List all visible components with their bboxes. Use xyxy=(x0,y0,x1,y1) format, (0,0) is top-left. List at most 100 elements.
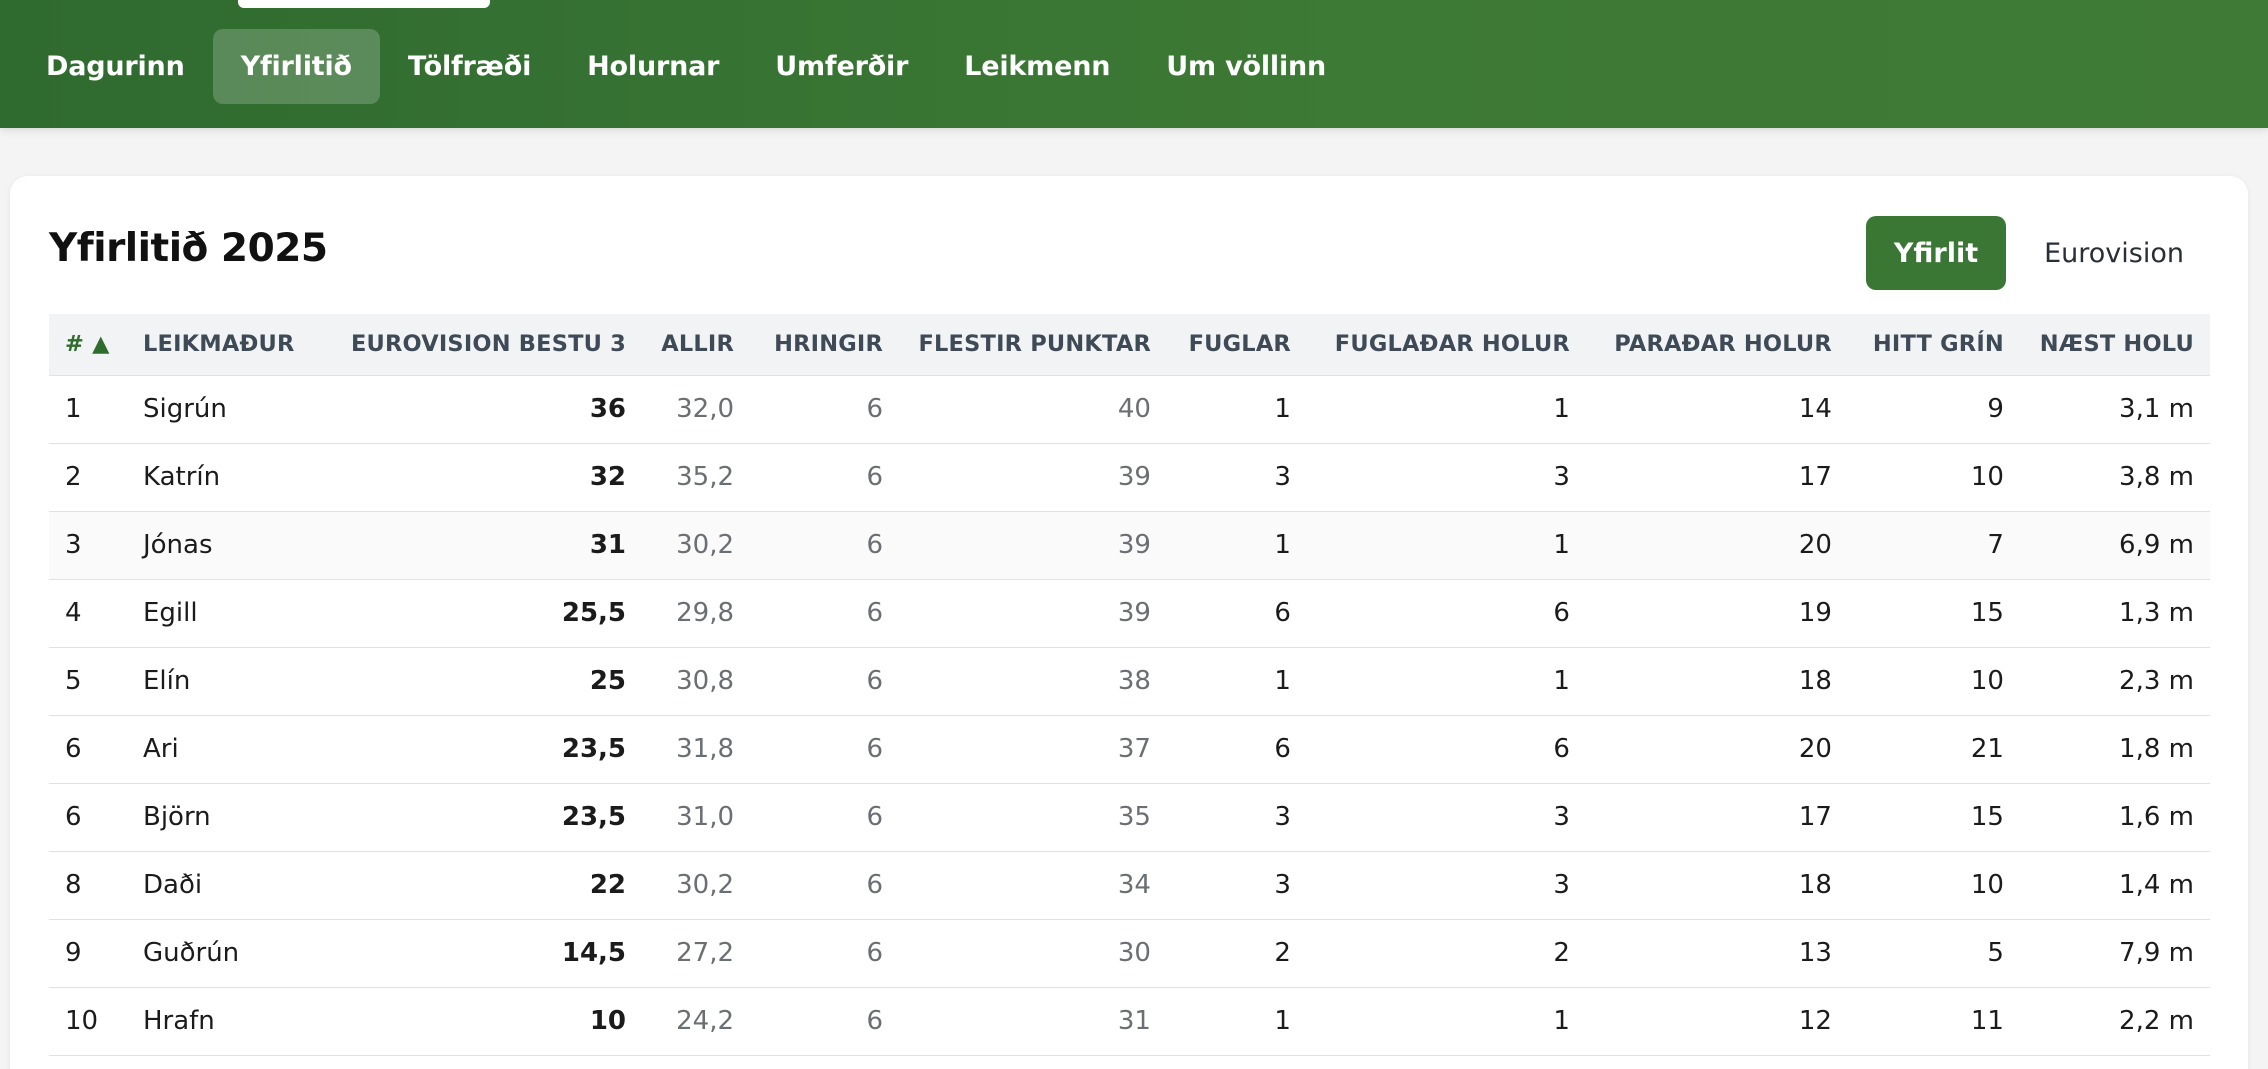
column-header-fuglar-holur[interactable]: Fuglaðar holur xyxy=(1334,331,1570,358)
cell-hringir: 6 xyxy=(750,850,899,919)
view-toggle: Yfirlit Eurovision xyxy=(1865,216,2212,290)
nav-item-yfirlitid[interactable]: Yfirlitið xyxy=(212,29,380,104)
cell-hitt-grin: 15 xyxy=(1847,578,2020,647)
table-row[interactable]: 6 Björn 23,5 31,0 6 35 3 3 17 15 1,6 m xyxy=(49,782,2210,851)
cell-hringir: 6 xyxy=(750,782,899,851)
cell-flestir-punktar: 35 xyxy=(899,782,1167,851)
cell-allir: 30,2 xyxy=(642,850,751,919)
column-header-flestir-punktar[interactable]: Flestir punktar xyxy=(918,331,1151,358)
cell-rank: 6 xyxy=(49,714,127,783)
cell-paradar-holur: 18 xyxy=(1585,850,1848,919)
nav-item-tolfraedi[interactable]: Tölfræði xyxy=(407,51,532,82)
cell-rank: 10 xyxy=(49,986,127,1056)
cell-paradar-holur: 17 xyxy=(1585,442,1848,511)
cell-paradar-holur: 17 xyxy=(1585,782,1848,851)
cell-paradar-holur: 19 xyxy=(1585,578,1848,647)
nav-item-leikmenn[interactable]: Leikmenn xyxy=(964,51,1111,82)
cell-rank: 8 xyxy=(49,850,127,919)
cell-naest-holu: 1,4 m xyxy=(2019,850,2210,919)
cell-hitt-grin: 7 xyxy=(1847,510,2020,579)
cell-allir: 29,8 xyxy=(642,578,751,647)
table-row[interactable]: 6 Ari 23,5 31,8 6 37 6 6 20 21 1,8 m xyxy=(49,714,2210,783)
cell-flestir-punktar: 39 xyxy=(899,510,1167,579)
cell-hitt-grin: 15 xyxy=(1847,782,2020,851)
cell-eurovision-best-3: 36 xyxy=(334,374,643,443)
cell-rank: 6 xyxy=(49,782,127,851)
nav-item-umferdir[interactable]: Umferðir xyxy=(775,51,909,82)
cell-fuglar-holur: 1 xyxy=(1306,510,1586,579)
column-header-allir[interactable]: Allir xyxy=(661,331,735,358)
cell-allir: 30,2 xyxy=(642,510,751,579)
cell-naest-holu: 1,6 m xyxy=(2019,782,2210,851)
cell-fuglar: 6 xyxy=(1166,714,1307,783)
cell-fuglar: 1 xyxy=(1166,986,1307,1056)
nav-item-holurnar[interactable]: Holurnar xyxy=(587,51,720,82)
cell-eurovision-best-3: 25,5 xyxy=(334,578,643,647)
column-header-hringir[interactable]: Hringir xyxy=(774,331,883,358)
cell-eurovision-best-3: 25 xyxy=(334,646,643,715)
cell-flestir-punktar: 39 xyxy=(899,442,1167,511)
cell-naest-holu: 6,9 m xyxy=(2019,510,2210,579)
cell-allir: 30,8 xyxy=(642,646,751,715)
cell-hringir: 6 xyxy=(750,374,899,443)
column-header-paradar-holur[interactable]: Paraðar holur xyxy=(1614,331,1832,358)
table-row[interactable]: 4 Egill 25,5 29,8 6 39 6 6 19 15 1,3 m xyxy=(49,578,2210,647)
cell-fuglar: 3 xyxy=(1166,782,1307,851)
page-title: Yfirlitið 2025 xyxy=(49,226,328,271)
column-header-naest-holu[interactable]: Næst holu xyxy=(2039,331,2194,358)
table-row[interactable]: 10 Hrafn 10 24,2 6 31 1 1 12 11 2,2 m xyxy=(49,986,2210,1056)
table-row[interactable]: 5 Elín 25 30,8 6 38 1 1 18 10 2,3 m xyxy=(49,646,2210,715)
overview-card: Yfirlitið 2025 Yfirlit Eurovision # ▲ Lei… xyxy=(10,176,2248,1069)
table-row[interactable]: 9 Guðrún 14,5 27,2 6 30 2 2 13 5 7,9 m xyxy=(49,918,2210,987)
column-header-player[interactable]: Leikmaður xyxy=(142,331,295,358)
top-navigation-bar: Dagurinn Yfirlitið Tölfræði Holurnar Umf… xyxy=(0,0,2268,128)
main-nav: Dagurinn Yfirlitið Tölfræði Holurnar Umf… xyxy=(18,29,1354,104)
cell-player: Daði xyxy=(126,850,335,919)
cell-player: Ari xyxy=(126,714,335,783)
column-header-hitt-grin[interactable]: Hitt grín xyxy=(1872,331,2004,358)
column-header-fuglar[interactable]: Fuglar xyxy=(1188,331,1291,358)
cell-flestir-punktar: 38 xyxy=(899,646,1167,715)
cell-eurovision-best-3: 22 xyxy=(334,850,643,919)
cell-fuglar: 6 xyxy=(1166,578,1307,647)
cell-naest-holu: 1,3 m xyxy=(2019,578,2210,647)
cell-player: Jónas xyxy=(126,510,335,579)
cell-hringir: 6 xyxy=(750,986,899,1056)
nav-item-um-vollinn[interactable]: Um völlinn xyxy=(1166,51,1327,82)
cell-allir: 35,2 xyxy=(642,442,751,511)
standings-table: # ▲ Leikmaður Eurovision bestu 3 Allir Hring… xyxy=(49,314,2210,1056)
table-header: # ▲ Leikmaður Eurovision bestu 3 Allir Hring… xyxy=(49,314,2210,375)
cell-player: Björn xyxy=(126,782,335,851)
overview-view-button[interactable]: Yfirlit xyxy=(1865,216,2007,290)
eurovision-view-button[interactable]: Eurovision xyxy=(2016,216,2212,290)
cell-fuglar-holur: 1 xyxy=(1306,374,1586,443)
cell-naest-holu: 1,8 m xyxy=(2019,714,2210,783)
column-header-rank[interactable]: # ▲ xyxy=(65,331,110,358)
cell-rank: 4 xyxy=(49,578,127,647)
cell-allir: 27,2 xyxy=(642,918,751,987)
table-row[interactable]: 2 Katrín 32 35,2 6 39 3 3 17 10 3,8 m xyxy=(49,442,2210,511)
cell-hitt-grin: 10 xyxy=(1847,442,2020,511)
cell-paradar-holur: 18 xyxy=(1585,646,1848,715)
cell-player: Hrafn xyxy=(126,986,335,1056)
table-row[interactable]: 1 Sigrún 36 32,0 6 40 1 1 14 9 3,1 m xyxy=(49,374,2210,443)
cell-hringir: 6 xyxy=(750,918,899,987)
cell-hitt-grin: 11 xyxy=(1847,986,2020,1056)
cell-player: Elín xyxy=(126,646,335,715)
column-header-eurovision-best-3[interactable]: Eurovision bestu 3 xyxy=(350,331,627,358)
cell-naest-holu: 2,3 m xyxy=(2019,646,2210,715)
table-body: 1 Sigrún 36 32,0 6 40 1 1 14 9 3,1 m 2 Katrín 32 35,2 6… xyxy=(49,374,2210,1056)
cell-hitt-grin: 5 xyxy=(1847,918,2020,987)
cell-flestir-punktar: 34 xyxy=(899,850,1167,919)
table-row[interactable]: 3 Jónas 31 30,2 6 39 1 1 20 7 6,9 m xyxy=(49,510,2210,579)
cell-eurovision-best-3: 14,5 xyxy=(334,918,643,987)
table-row[interactable]: 8 Daði 22 30,2 6 34 3 3 18 10 1,4 m xyxy=(49,850,2210,919)
search-input[interactable] xyxy=(238,0,490,8)
cell-hitt-grin: 9 xyxy=(1847,374,2020,443)
cell-fuglar-holur: 1 xyxy=(1306,646,1586,715)
nav-item-dagurinn[interactable]: Dagurinn xyxy=(46,51,185,82)
cell-fuglar-holur: 6 xyxy=(1306,578,1586,647)
cell-hringir: 6 xyxy=(750,578,899,647)
cell-flestir-punktar: 40 xyxy=(899,374,1167,443)
cell-flestir-punktar: 37 xyxy=(899,714,1167,783)
